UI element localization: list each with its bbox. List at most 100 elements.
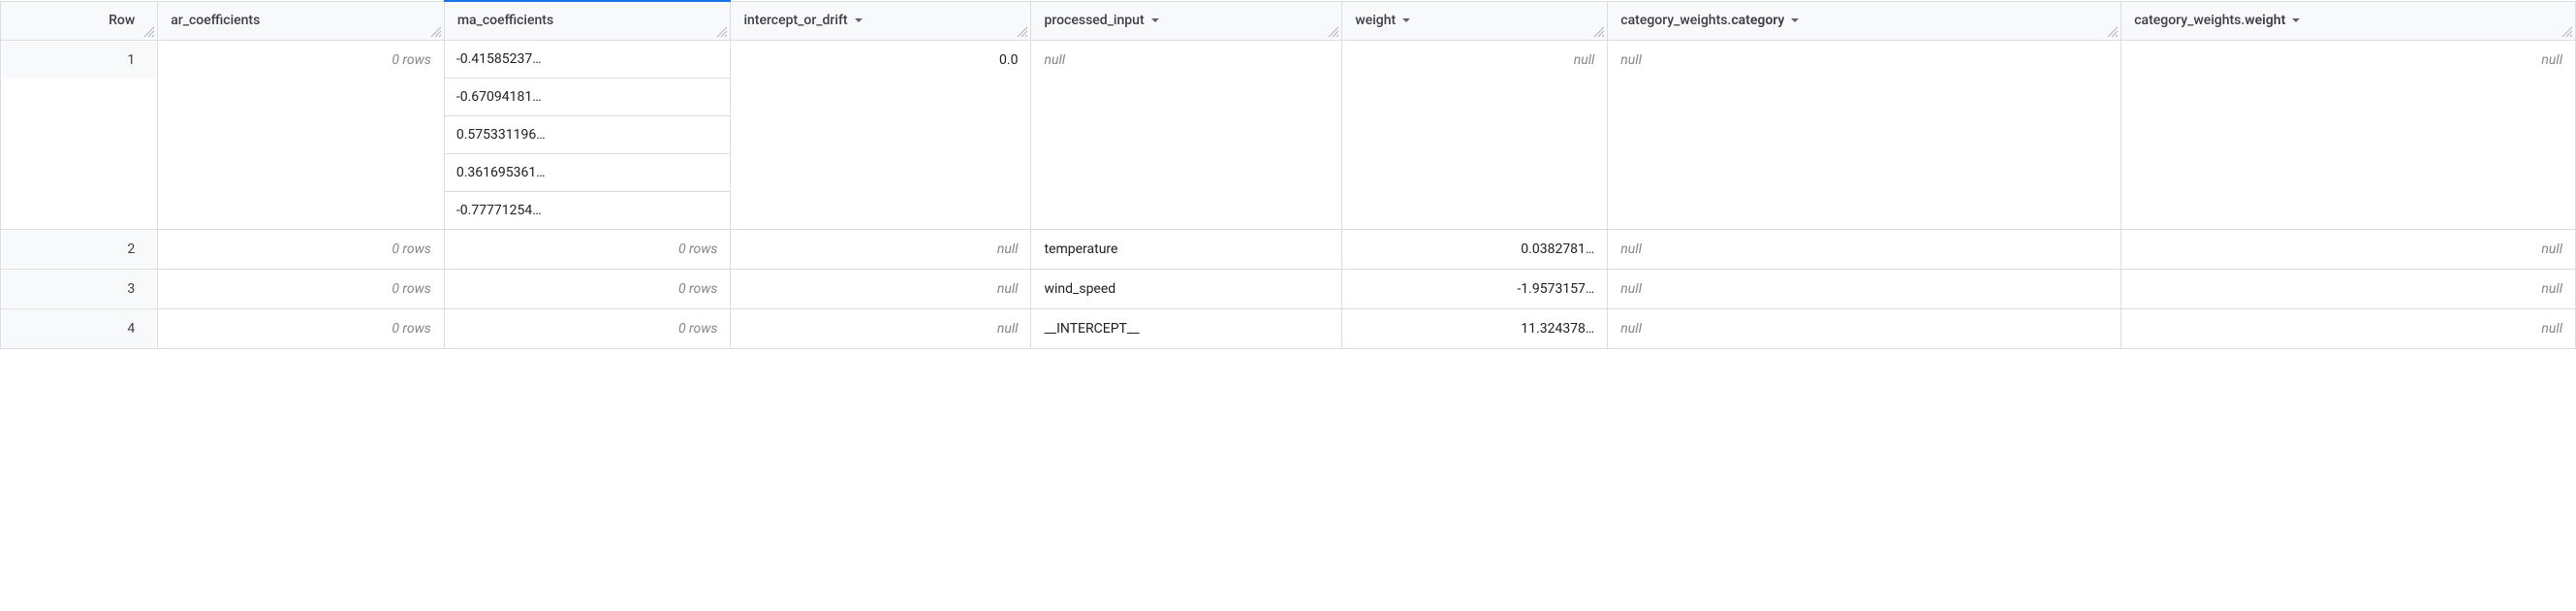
- cell-value: null: [1609, 310, 2120, 347]
- row-index: 4: [2, 310, 156, 347]
- row-index: 2: [2, 231, 156, 268]
- chevron-down-icon[interactable]: [2291, 16, 2301, 25]
- cell-value: wind_speed: [1032, 271, 1340, 307]
- resize-handle-icon[interactable]: [1593, 26, 1605, 38]
- cell-ma[interactable]: 0 rows: [444, 229, 731, 269]
- chevron-down-icon[interactable]: [854, 16, 864, 25]
- column-label: weight: [1355, 13, 1396, 28]
- resize-handle-icon[interactable]: [143, 26, 155, 38]
- cell-value: null: [732, 271, 1029, 307]
- cell-pinput[interactable]: wind_speed: [1031, 269, 1342, 308]
- cell-intercept[interactable]: null: [731, 308, 1031, 348]
- cell-ar[interactable]: 0 rows: [158, 269, 445, 308]
- list-item[interactable]: 0.361695361…: [445, 153, 731, 191]
- column-label: category_weights.weight: [2134, 13, 2285, 28]
- cell-value: null: [1343, 42, 1606, 79]
- cell-value: null: [2122, 271, 2574, 307]
- column-label: category_weights.category: [1620, 13, 1784, 28]
- resize-handle-icon[interactable]: [2107, 26, 2119, 38]
- cell-pinput[interactable]: null: [1031, 40, 1342, 229]
- cell-value: null: [732, 231, 1029, 268]
- cell-value: 0 rows: [159, 231, 443, 268]
- cell-value: 11.324378…: [1343, 310, 1606, 347]
- table-row: 40 rows0 rowsnull__INTERCEPT__11.324378……: [1, 308, 2576, 348]
- cell-weight[interactable]: -1.9573157…: [1342, 269, 1608, 308]
- chevron-down-icon[interactable]: [1150, 16, 1160, 25]
- column-header-ar[interactable]: ar_coefficients: [158, 1, 445, 40]
- cell-weight[interactable]: 0.0382781…: [1342, 229, 1608, 269]
- cell-value: null: [1609, 271, 2120, 307]
- cell-value: null: [2122, 42, 2574, 79]
- column-label: ma_coefficients: [457, 13, 553, 28]
- column-header-row[interactable]: Row: [1, 1, 158, 40]
- chevron-down-icon[interactable]: [1401, 16, 1411, 25]
- cell-cw_cat[interactable]: null: [1608, 269, 2121, 308]
- cell-row: 4: [1, 308, 158, 348]
- cell-value: null: [2122, 310, 2574, 347]
- cell-value: null: [732, 310, 1029, 347]
- cell-intercept[interactable]: null: [731, 269, 1031, 308]
- cell-value: 0 rows: [159, 310, 443, 347]
- cell-value: 0.0: [732, 42, 1029, 79]
- cell-value: null: [2122, 231, 2574, 268]
- cell-value: 0 rows: [446, 310, 730, 347]
- resize-handle-icon[interactable]: [430, 26, 442, 38]
- cell-cw_wt[interactable]: null: [2121, 40, 2576, 229]
- column-header-weight[interactable]: weight: [1342, 1, 1608, 40]
- cell-cw_wt[interactable]: null: [2121, 269, 2576, 308]
- cell-weight[interactable]: 11.324378…: [1342, 308, 1608, 348]
- resize-handle-icon[interactable]: [1017, 26, 1028, 38]
- cell-cw_cat[interactable]: null: [1608, 40, 2121, 229]
- cell-value: 0 rows: [159, 271, 443, 307]
- cell-ma[interactable]: 0 rows: [444, 308, 731, 348]
- cell-ar[interactable]: 0 rows: [158, 308, 445, 348]
- cell-value: -1.9573157…: [1343, 271, 1606, 307]
- column-header-pinput[interactable]: processed_input: [1031, 1, 1342, 40]
- column-label: intercept_or_drift: [743, 13, 847, 28]
- column-label-bold: weight: [2245, 13, 2285, 28]
- list-item[interactable]: 0.575331196…: [445, 115, 731, 153]
- row-index: 1: [2, 42, 156, 79]
- cell-value: 0 rows: [159, 42, 443, 79]
- list-item[interactable]: -0.41585237…: [445, 41, 731, 79]
- chevron-down-icon[interactable]: [1790, 16, 1800, 25]
- cell-value: 0 rows: [446, 231, 730, 268]
- column-label: processed_input: [1044, 13, 1144, 28]
- column-header-cw_cat[interactable]: category_weights.category: [1608, 1, 2121, 40]
- column-header-cw_wt[interactable]: category_weights.weight: [2121, 1, 2576, 40]
- cell-intercept[interactable]: null: [731, 229, 1031, 269]
- cell-cw_cat[interactable]: null: [1608, 308, 2121, 348]
- cell-pinput[interactable]: __INTERCEPT__: [1031, 308, 1342, 348]
- table-row: 20 rows0 rowsnulltemperature0.0382781…nu…: [1, 229, 2576, 269]
- cell-ar[interactable]: 0 rows: [158, 40, 445, 229]
- cell-row: 3: [1, 269, 158, 308]
- cell-cw_cat[interactable]: null: [1608, 229, 2121, 269]
- cell-cw_wt[interactable]: null: [2121, 308, 2576, 348]
- column-label: Row: [109, 13, 135, 28]
- cell-row: 1: [1, 40, 158, 229]
- cell-ar[interactable]: 0 rows: [158, 229, 445, 269]
- list-item[interactable]: -0.77771254…: [445, 191, 731, 229]
- cell-value: temperature: [1032, 231, 1340, 268]
- cell-pinput[interactable]: temperature: [1031, 229, 1342, 269]
- list-item[interactable]: -0.67094181…: [445, 78, 731, 115]
- cell-ma[interactable]: -0.41585237…-0.67094181…0.575331196…0.36…: [444, 40, 731, 229]
- table-row: 10 rows-0.41585237…-0.67094181…0.5753311…: [1, 40, 2576, 229]
- column-header-intercept[interactable]: intercept_or_drift: [731, 1, 1031, 40]
- row-index: 3: [2, 271, 156, 307]
- column-header-ma[interactable]: ma_coefficients: [444, 1, 731, 40]
- resize-handle-icon[interactable]: [1328, 26, 1339, 38]
- cell-intercept[interactable]: 0.0: [731, 40, 1031, 229]
- cell-row: 2: [1, 229, 158, 269]
- cell-value: __INTERCEPT__: [1032, 310, 1340, 347]
- cell-ma[interactable]: 0 rows: [444, 269, 731, 308]
- resize-handle-icon[interactable]: [2561, 26, 2573, 38]
- column-label-bold: category: [1731, 13, 1784, 28]
- cell-value: 0 rows: [446, 271, 730, 307]
- cell-cw_wt[interactable]: null: [2121, 229, 2576, 269]
- cell-value: null: [1609, 231, 2120, 268]
- cell-value: null: [1032, 42, 1340, 79]
- cell-weight[interactable]: null: [1342, 40, 1608, 229]
- table-row: 30 rows0 rowsnullwind_speed-1.9573157…nu…: [1, 269, 2576, 308]
- resize-handle-icon[interactable]: [716, 26, 728, 38]
